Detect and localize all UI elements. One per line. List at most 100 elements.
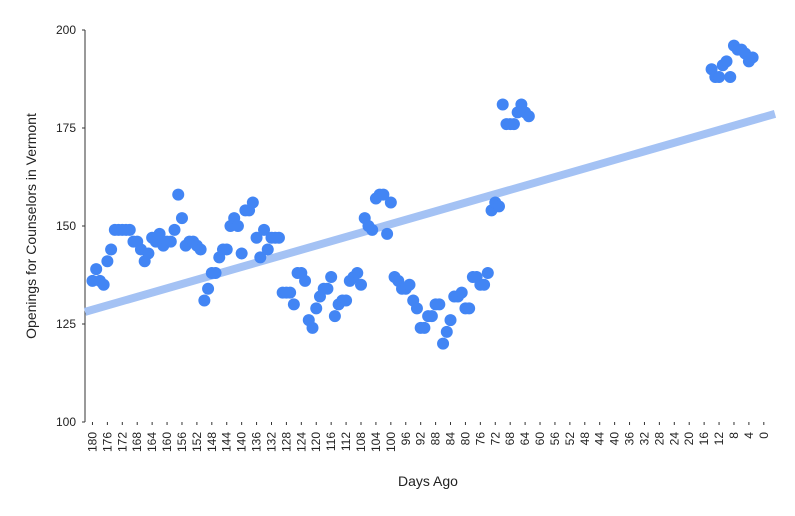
point <box>724 71 737 84</box>
x-tick-label: 168 <box>130 432 144 452</box>
point <box>272 231 285 244</box>
trendline <box>83 110 777 316</box>
x-tick-label: 116 <box>324 432 338 451</box>
point <box>746 51 759 64</box>
point <box>410 302 423 315</box>
point <box>355 278 367 291</box>
x-tick-label: 164 <box>145 432 159 452</box>
point <box>496 98 509 111</box>
x-tick-label: 156 <box>175 432 189 452</box>
point <box>463 302 476 315</box>
point <box>507 118 520 131</box>
point <box>101 255 114 268</box>
point <box>235 247 248 260</box>
point <box>254 251 267 264</box>
point <box>437 337 450 350</box>
y-tick-label: 100 <box>56 415 76 429</box>
x-tick-label: 60 <box>533 432 547 446</box>
point <box>168 223 181 236</box>
point <box>321 282 334 295</box>
point <box>284 286 297 299</box>
point <box>258 223 271 236</box>
point <box>142 247 155 260</box>
point <box>481 267 494 280</box>
x-tick-label: 40 <box>608 432 622 446</box>
point <box>493 200 505 213</box>
y-tick-label: 125 <box>56 317 76 331</box>
x-tick-label: 92 <box>414 432 428 446</box>
point <box>478 278 491 291</box>
point <box>209 267 222 280</box>
point <box>425 310 438 323</box>
x-tick-label: 132 <box>264 432 278 452</box>
x-tick-label: 128 <box>279 432 293 452</box>
x-tick-label: 84 <box>444 432 458 446</box>
x-tick-label: 80 <box>458 432 472 446</box>
point <box>220 243 233 256</box>
x-tick-label: 108 <box>354 432 368 452</box>
point <box>433 298 446 311</box>
x-tick-label: 44 <box>593 432 607 446</box>
point <box>310 302 323 315</box>
point <box>444 314 457 327</box>
point <box>105 243 118 256</box>
point <box>522 110 535 123</box>
x-tick-label: 112 <box>339 432 353 451</box>
x-tick-label: 4 <box>742 432 756 439</box>
x-tick-label: 152 <box>190 432 204 452</box>
point <box>377 188 390 201</box>
point <box>299 274 312 287</box>
x-tick-label: 72 <box>488 432 502 446</box>
x-tick-label: 52 <box>563 432 577 446</box>
x-axis-title: Days Ago <box>398 473 458 489</box>
x-tick-label: 124 <box>294 432 308 452</box>
x-tick-label: 88 <box>429 432 443 446</box>
point <box>261 243 274 256</box>
point <box>713 71 726 84</box>
x-tick-label: 8 <box>727 432 741 439</box>
point <box>175 212 188 225</box>
x-tick-label: 0 <box>757 432 771 439</box>
point <box>440 325 453 338</box>
x-tick-label: 172 <box>115 432 129 452</box>
point <box>123 223 136 236</box>
point <box>164 235 177 248</box>
point <box>287 298 300 311</box>
point <box>384 196 397 209</box>
x-tick-label: 144 <box>220 432 234 452</box>
point <box>231 220 244 232</box>
x-tick-label: 16 <box>697 432 711 446</box>
x-tick-label: 48 <box>578 432 592 446</box>
point <box>172 188 185 201</box>
x-tick-label: 36 <box>623 432 637 446</box>
x-tick-label: 180 <box>85 432 99 452</box>
x-tick-label: 64 <box>518 432 532 446</box>
x-tick-label: 96 <box>399 432 413 446</box>
point <box>306 321 319 334</box>
x-tick-label: 160 <box>160 432 174 452</box>
point <box>198 294 211 307</box>
y-axis-title: Openings for Counselors in Vermont <box>23 113 39 339</box>
x-tick-label: 136 <box>250 432 264 452</box>
point <box>202 282 215 295</box>
point <box>153 227 166 240</box>
point <box>250 231 263 244</box>
point <box>97 278 110 291</box>
x-tick-label: 120 <box>309 432 323 452</box>
point <box>720 55 733 68</box>
point <box>328 310 341 323</box>
point <box>366 223 379 236</box>
point <box>246 196 259 209</box>
point <box>403 278 416 291</box>
x-tick-label: 104 <box>369 432 383 452</box>
y-tick-label: 200 <box>56 23 76 37</box>
x-tick-label: 20 <box>682 432 696 446</box>
x-tick-label: 76 <box>473 432 487 446</box>
x-tick-label: 12 <box>712 432 726 446</box>
x-tick-label: 148 <box>205 432 219 452</box>
y-tick-label: 150 <box>56 219 76 233</box>
x-tick-label: 100 <box>384 432 398 452</box>
point <box>325 270 338 283</box>
point <box>194 243 207 256</box>
